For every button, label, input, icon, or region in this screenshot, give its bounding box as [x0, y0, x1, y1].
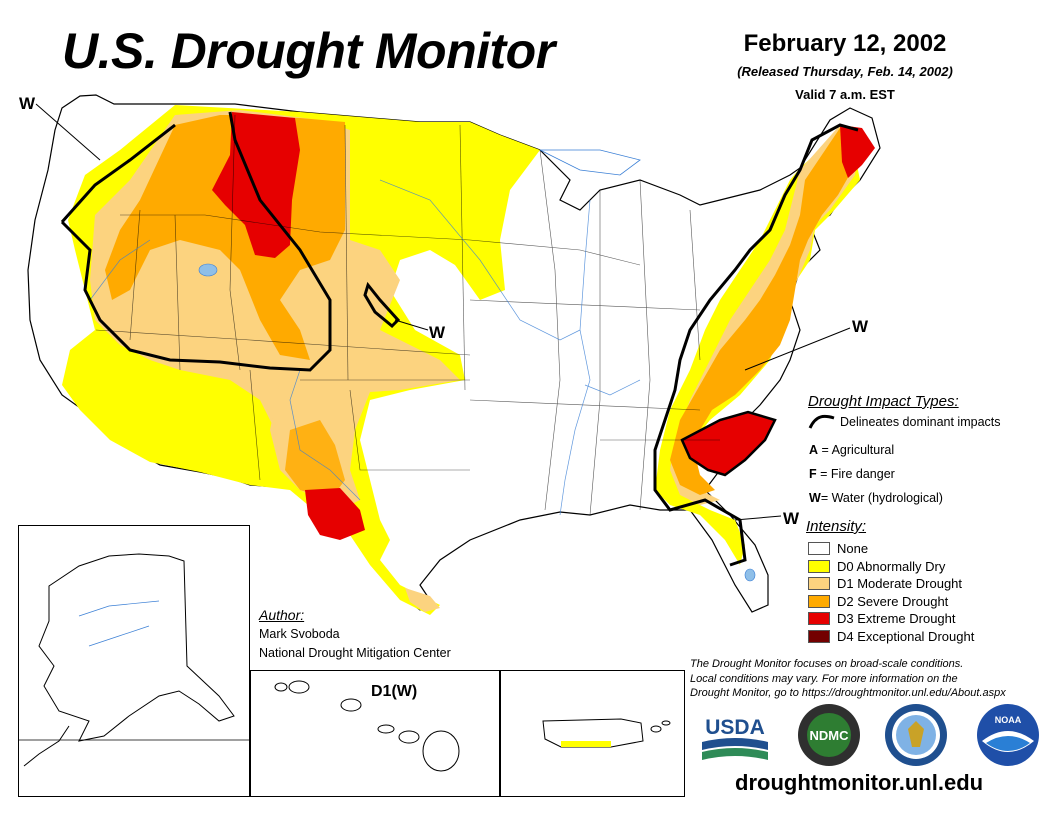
impact-fire: F = Fire danger	[809, 467, 895, 481]
d1-texas-coast	[405, 588, 440, 612]
usda-logo-icon: USDA	[702, 716, 768, 760]
impact-line-label: Delineates dominant impacts	[840, 415, 1001, 429]
impact-water: W= Water (hydrological)	[809, 491, 943, 505]
swatch-d3	[808, 612, 830, 626]
great-lakes	[539, 149, 641, 176]
w-label-central: W	[429, 323, 446, 342]
swatch-d0	[808, 559, 830, 573]
commerce-logo	[884, 703, 948, 767]
swatch-d4	[808, 629, 830, 643]
alaska-map	[19, 553, 249, 767]
note-line-1: The Drought Monitor focuses on broad-sca…	[690, 658, 964, 670]
ndmc-logo-icon: NDMC	[798, 704, 860, 766]
impact-line-icon	[808, 414, 835, 429]
w-label-northwest: W	[19, 94, 36, 113]
commerce-seal-icon	[885, 704, 947, 766]
noaa-logo-icon: NOAA	[977, 704, 1039, 766]
disclaimer-note: The Drought Monitor focuses on broad-sca…	[690, 657, 1040, 701]
hawaii-inset	[250, 670, 500, 797]
puerto-rico-inset	[500, 670, 685, 797]
w-label-east: W	[852, 317, 869, 336]
intensity-d2: D2 Severe Drought	[808, 593, 974, 611]
hawaii-label: D1(W)	[371, 683, 418, 700]
svg-text:NDMC: NDMC	[810, 728, 850, 743]
puerto-rico-map	[542, 718, 671, 748]
hawaii-map	[274, 680, 460, 772]
release-date: (Released Thursday, Feb. 14, 2002)	[737, 64, 953, 79]
map-title: U.S. Drought Monitor	[62, 23, 555, 79]
intensity-d4: D4 Exceptional Drought	[808, 628, 974, 646]
valid-time: Valid 7 a.m. EST	[795, 87, 895, 102]
map-date: February 12, 2002	[743, 30, 947, 57]
d3-maine	[840, 125, 875, 178]
svg-text:USDA: USDA	[705, 716, 765, 739]
impact-agricultural: A = Agricultural	[809, 443, 895, 457]
usda-logo: USDA	[702, 710, 768, 760]
intensity-d3: D3 Extreme Drought	[808, 610, 974, 628]
author-org: National Drought Mitigation Center	[259, 646, 451, 660]
impact-types-title: Drought Impact Types:	[808, 393, 959, 410]
ndmc-logo: NDMC	[797, 703, 861, 767]
noaa-logo: NOAA	[976, 703, 1040, 767]
swatch-none	[808, 542, 830, 556]
alaska-inset	[18, 525, 250, 797]
great-salt-lake	[198, 263, 218, 277]
rivers	[89, 179, 641, 516]
impact-boundaries	[60, 111, 859, 567]
d3-texas	[305, 488, 365, 540]
state-boundaries	[95, 114, 720, 516]
intensity-legend: None D0 Abnormally Dry D1 Moderate Droug…	[808, 540, 974, 645]
intensity-none: None	[808, 540, 974, 558]
author-title: Author:	[259, 607, 305, 623]
website-url[interactable]: droughtmonitor.unl.edu	[735, 770, 984, 795]
d3-carolinas	[680, 410, 777, 477]
intensity-d1: D1 Moderate Drought	[808, 575, 974, 593]
swatch-d2	[808, 594, 830, 608]
svg-text:NOAA: NOAA	[995, 715, 1022, 725]
intensity-d0: D0 Abnormally Dry	[808, 558, 974, 576]
w-label-southeast: W	[783, 509, 800, 528]
lake-okeechobee	[744, 568, 756, 582]
swatch-d1	[808, 577, 830, 591]
note-line-2: Local conditions may vary. For more info…	[690, 672, 958, 685]
note-line-3: Drought Monitor, go to https://droughtmo…	[690, 687, 1006, 699]
d2-east-region	[670, 125, 860, 495]
author-name: Mark Svoboda	[259, 627, 340, 641]
intensity-title: Intensity:	[806, 518, 867, 535]
